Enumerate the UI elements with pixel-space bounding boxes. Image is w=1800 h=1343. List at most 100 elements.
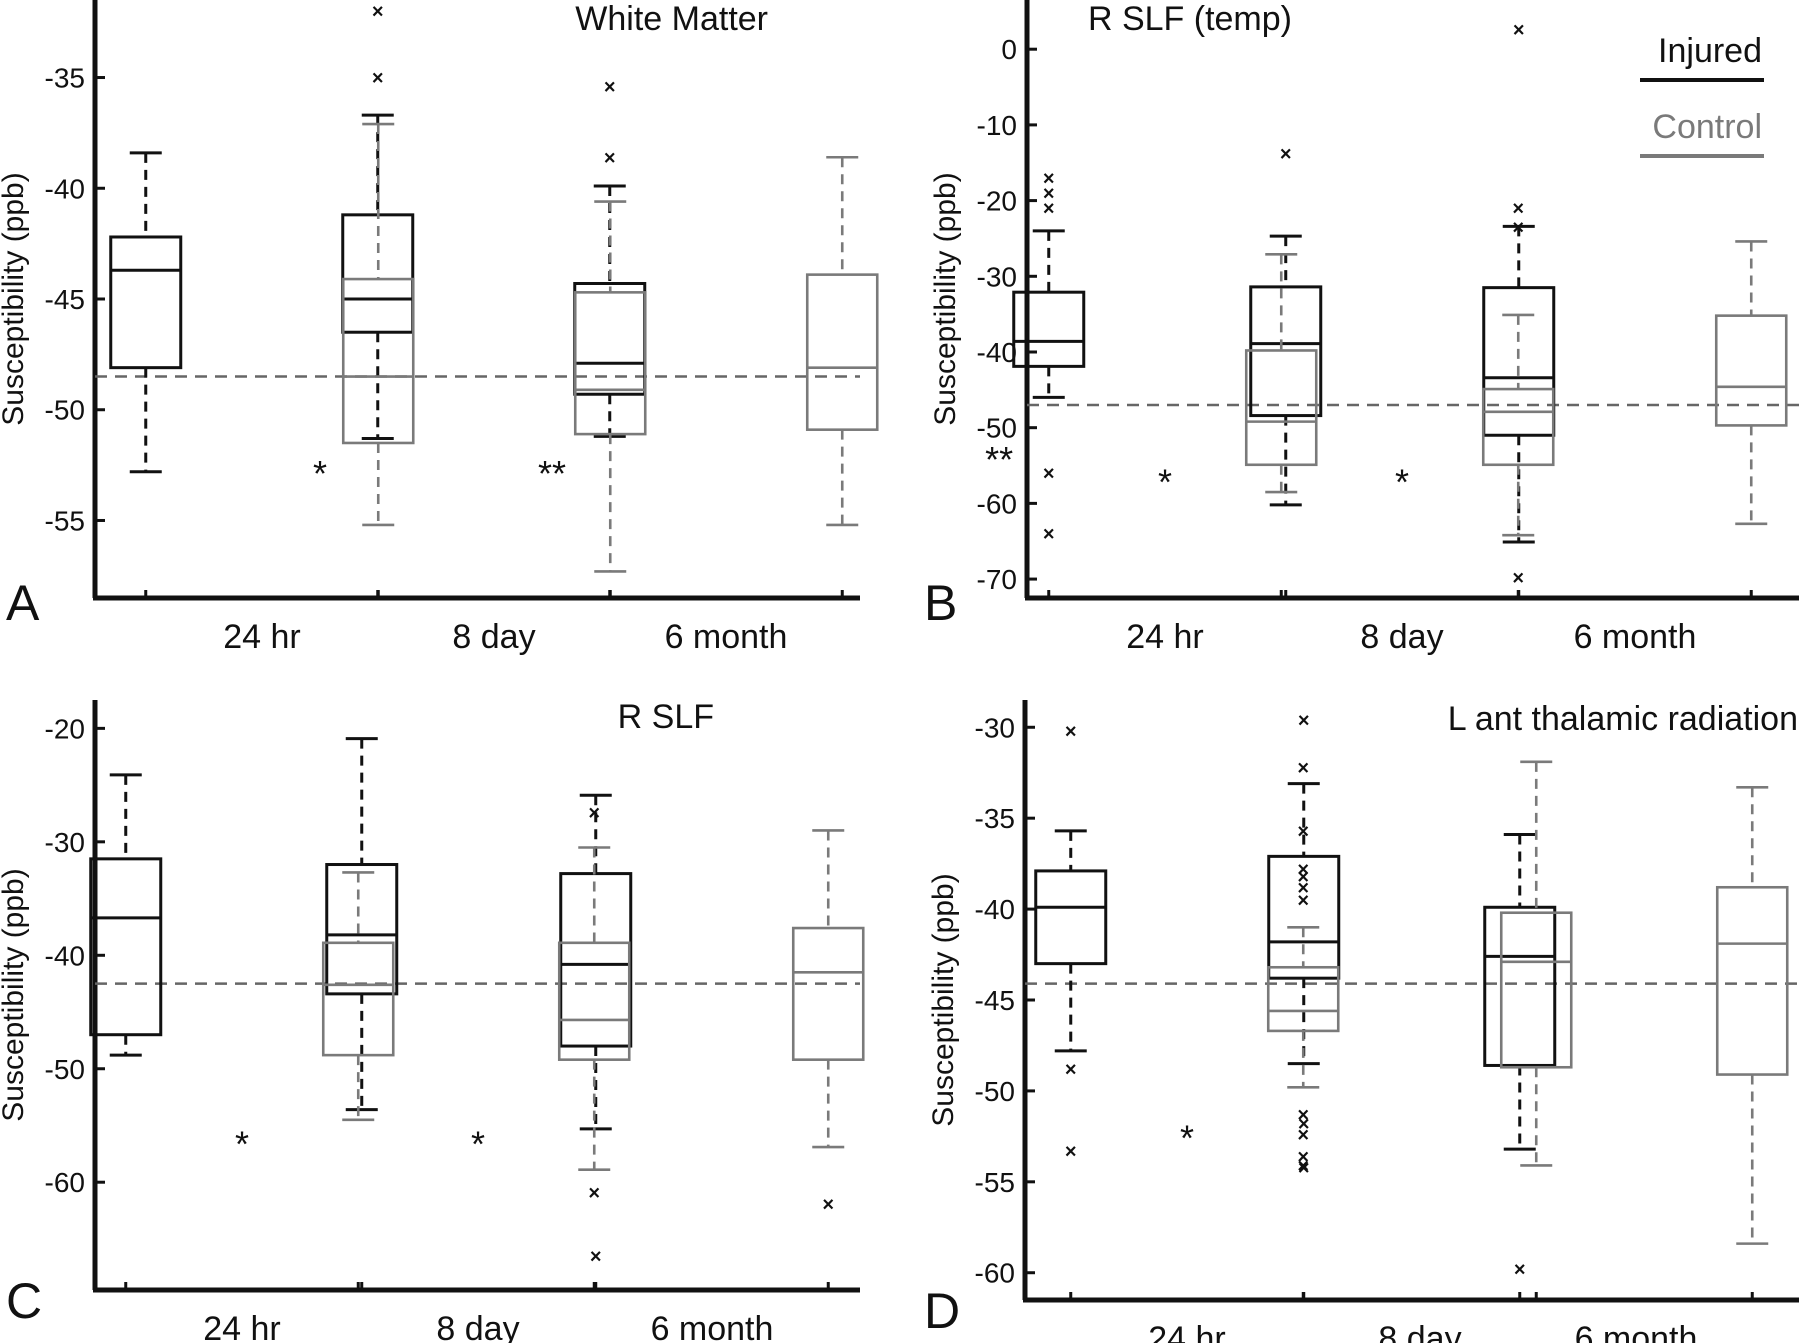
box-control-6-month [1714,240,1788,598]
y-tick-label: -50 [977,413,1017,444]
y-tick-label: 0 [1001,34,1017,65]
outlier-point: × [1297,1155,1309,1177]
outlier-point: × [1297,1105,1309,1127]
iqr-box [1714,314,1788,427]
panel-label: D [924,1283,960,1339]
significance-marker: ** [538,453,566,494]
outlier-point: × [1043,183,1055,205]
significance-marker: * [471,1124,485,1165]
significance-marker: * [1395,462,1409,503]
outlier-point: × [1065,1141,1077,1163]
iqr-box [109,235,183,370]
significance-marker: * [313,453,327,494]
x-tick-label-24-hr: 24 hr [1148,1320,1226,1343]
outlier-point: × [1512,198,1524,220]
panel-title: L ant thalamic radiation [1448,700,1798,738]
y-tick-label: -35 [45,63,85,94]
y-tick-label: -50 [45,395,85,426]
iqr-box [325,863,399,996]
x-tick-label-6-month: 6 month [1574,618,1697,656]
y-tick-label: -50 [975,1076,1015,1107]
panel-label: C [6,1273,42,1329]
iqr-box [791,926,865,1061]
outlier-point: × [1297,757,1309,779]
iqr-box [1012,290,1086,368]
x-tick-label-8-day: 8 day [1378,1320,1461,1343]
box-control-24-hr: ×××××××××× [1266,757,1340,1300]
y-tick-label: -60 [977,488,1017,519]
y-tick-label: -50 [45,1054,85,1085]
panel-d: -30 -35 -40 -45 -50 -55 -60 Susceptibility (ppb… [924,700,1799,1343]
box-injured-6-month: × [1483,833,1557,1300]
legend-label-control: Control [1652,108,1762,146]
box-injured-24-hr [89,773,163,1290]
y-tick-label: -20 [45,713,85,744]
outlier-point: × [1043,524,1055,546]
outlier-point: × [1043,463,1055,485]
outlier-point: × [1297,1125,1309,1147]
y-axis-label: Susceptibility (ppb) [0,868,30,1121]
outlier-point: × [590,1246,602,1268]
box-injured-8-day: ×× [341,1,415,598]
box-control-6-month [805,155,879,598]
iqr-box [341,277,415,445]
iqr-box [573,291,647,436]
iqr-box [1034,869,1108,966]
box-control-24-hr [341,122,415,598]
y-tick-label: -40 [977,337,1017,368]
iqr-box [1715,885,1789,1076]
y-tick-label: -60 [45,1167,85,1198]
panel-title: R SLF [618,698,714,736]
y-tick-label: -45 [45,284,85,315]
y-tick-label: -30 [975,712,1015,743]
significance-marker: ** [985,439,1013,480]
outlier-point: × [604,147,616,169]
iqr-box [1267,854,1341,980]
box-control-8-day [573,200,647,598]
iqr-box [1499,911,1573,1069]
outlier-point: × [1297,859,1309,881]
outlier-point: × [1043,168,1055,190]
box-control-6-month [1715,785,1789,1300]
box-control-6-month: × [791,829,865,1290]
outlier-point: × [1512,217,1524,239]
x-tick-label-8-day: 8 day [1360,618,1443,656]
y-tick-label: -40 [45,173,85,204]
iqr-box [1266,965,1340,1033]
y-tick-label: -40 [975,894,1015,925]
significance-marker: * [1158,462,1172,503]
outlier-point: × [588,1182,600,1204]
y-tick-label: -35 [975,803,1015,834]
outlier-point: × [1514,1259,1526,1281]
panel-a: -35 -40 -45 -50 -55 Susceptibility (ppb) White… [0,0,879,656]
outlier-point: × [1043,198,1055,220]
iqr-box [805,273,879,431]
iqr-box [321,941,395,1057]
y-tick-label: -30 [977,261,1017,292]
box-injured-24-hr [109,151,183,598]
y-tick-label: -60 [975,1258,1015,1289]
x-tick-label-6-month: 6 month [651,1310,774,1343]
y-tick-label: -40 [45,940,85,971]
outlier-point: × [822,1194,834,1216]
outlier-point: × [1298,1114,1310,1136]
outlier-point: × [1280,144,1292,166]
outlier-point: × [604,76,616,98]
outlier-point: × [1512,568,1524,590]
significance-marker: * [235,1124,249,1165]
box-control-8-day: ×× [557,802,631,1290]
y-axis-label: Susceptibility (ppb) [0,172,30,425]
box-injured-24-hr: × × × [1034,721,1108,1300]
y-axis-label: Susceptibility (ppb) [929,172,962,425]
panel-label: B [924,575,957,631]
panel-c: -20 -30 -40 -50 -60 Susceptibility (ppb) R SLF… [0,698,865,1343]
outlier-point: × [1297,1146,1309,1168]
panel-title: R SLF (temp) [1088,0,1292,38]
x-tick-label-24-hr: 24 hr [223,618,301,656]
outlier-point: × [372,1,384,23]
iqr-box [1244,349,1318,467]
outlier-point: × [1297,890,1309,912]
iqr-box [559,872,633,1048]
x-tick-label-6-month: 6 month [665,618,788,656]
